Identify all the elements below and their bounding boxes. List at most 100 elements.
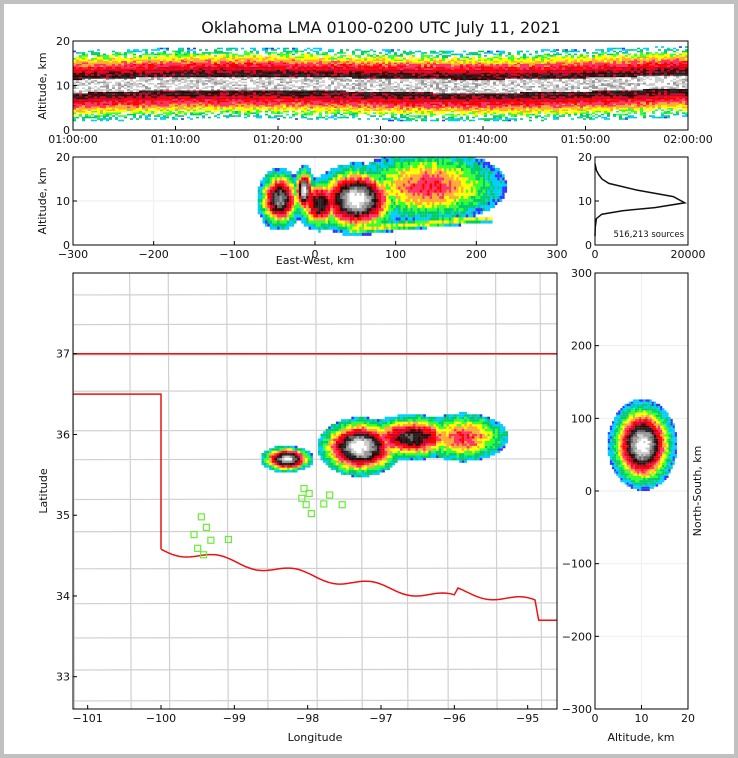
time-height-cell bbox=[313, 47, 316, 50]
time-height-cell bbox=[319, 68, 322, 70]
time-height-cell bbox=[133, 62, 136, 65]
time-height-cell bbox=[253, 78, 256, 81]
time-height-cell bbox=[136, 87, 139, 89]
time-height-cell bbox=[139, 77, 142, 79]
time-height-cell bbox=[388, 93, 391, 95]
time-height-cell bbox=[115, 118, 118, 120]
time-height-cell bbox=[211, 87, 214, 89]
time-height-cell bbox=[400, 104, 403, 107]
time-height-cell bbox=[340, 116, 343, 119]
time-height-cell bbox=[166, 90, 169, 92]
time-height-cell bbox=[202, 106, 205, 109]
time-height-cell bbox=[160, 69, 163, 72]
time-height-cell bbox=[340, 107, 343, 110]
time-height-cell bbox=[163, 118, 166, 120]
time-height-cell bbox=[271, 65, 274, 67]
time-height-cell bbox=[418, 57, 421, 60]
time-height-cell bbox=[400, 113, 403, 116]
time-height-cell bbox=[412, 109, 415, 111]
time-height-cell bbox=[202, 75, 205, 78]
time-height-cell bbox=[418, 77, 421, 79]
time-height-cell bbox=[127, 57, 130, 60]
time-height-cell bbox=[208, 75, 211, 78]
time-height-cell bbox=[415, 63, 418, 66]
time-height-cell bbox=[271, 82, 274, 85]
time-height-cell bbox=[145, 74, 148, 76]
time-height-cell bbox=[193, 104, 196, 107]
time-height-cell bbox=[220, 93, 223, 95]
time-height-cell bbox=[412, 96, 415, 98]
time-height-cell bbox=[283, 77, 286, 79]
time-height-cell bbox=[421, 104, 424, 107]
time-height-cell bbox=[409, 80, 412, 82]
time-height-cell bbox=[232, 96, 235, 98]
time-height-cell bbox=[196, 72, 199, 75]
time-height-cell bbox=[85, 113, 88, 116]
time-height-cell bbox=[277, 60, 280, 63]
time-height-cell bbox=[97, 52, 100, 54]
time-height-cell bbox=[268, 88, 271, 91]
time-height-cell bbox=[277, 78, 280, 81]
time-height-cell bbox=[328, 80, 331, 82]
time-height-cell bbox=[412, 80, 415, 82]
time-height-cell bbox=[184, 109, 187, 111]
time-height-cell bbox=[148, 100, 151, 103]
time-height-cell bbox=[130, 77, 133, 79]
time-height-cell bbox=[133, 57, 136, 60]
time-height-cell bbox=[316, 93, 319, 95]
time-height-cell bbox=[343, 81, 346, 84]
time-height-cell bbox=[385, 106, 388, 109]
time-height-cell bbox=[388, 66, 391, 69]
time-height-cell bbox=[307, 47, 310, 50]
time-height-cell bbox=[319, 53, 322, 56]
time-height-cell bbox=[319, 60, 322, 63]
time-height-cell bbox=[76, 77, 79, 79]
time-height-cell bbox=[364, 71, 367, 73]
time-height-cell bbox=[100, 55, 103, 57]
time-height-cell bbox=[379, 78, 382, 81]
time-height-cell bbox=[319, 116, 322, 119]
time-height-cell bbox=[340, 99, 343, 101]
time-height-cell bbox=[304, 57, 307, 60]
time-height-cell bbox=[133, 85, 136, 88]
time-height-cell bbox=[262, 69, 265, 72]
time-height-cell bbox=[145, 60, 148, 63]
time-height-cell bbox=[163, 75, 166, 78]
time-height-cell bbox=[238, 71, 241, 73]
time-height-cell bbox=[310, 81, 313, 84]
time-height-cell bbox=[379, 60, 382, 63]
time-height-cell bbox=[130, 94, 133, 97]
time-height-cell bbox=[211, 80, 214, 82]
time-height-cell bbox=[88, 80, 91, 82]
time-height-cell bbox=[355, 84, 358, 87]
time-height-cell bbox=[181, 78, 184, 81]
time-height-cell bbox=[211, 52, 214, 54]
time-height-cell bbox=[103, 99, 106, 101]
time-height-cell bbox=[142, 78, 145, 81]
time-height-cell bbox=[289, 59, 292, 62]
time-height-cell bbox=[259, 69, 262, 72]
time-height-cell bbox=[109, 55, 112, 57]
time-height-cell bbox=[379, 63, 382, 66]
time-height-cell bbox=[274, 116, 277, 119]
time-height-cell bbox=[337, 75, 340, 78]
time-height-cell bbox=[337, 56, 340, 59]
time-height-cell bbox=[97, 55, 100, 57]
time-height-cell bbox=[412, 93, 415, 95]
time-height-cell bbox=[115, 110, 118, 113]
time-height-cell bbox=[337, 82, 340, 85]
time-height-cell bbox=[181, 82, 184, 85]
time-height-cell bbox=[343, 90, 346, 92]
time-height-cell bbox=[334, 71, 337, 73]
time-height-cell bbox=[115, 88, 118, 91]
time-height-cell bbox=[211, 62, 214, 65]
time-height-cell bbox=[157, 65, 160, 67]
time-height-cell bbox=[373, 72, 376, 75]
time-height-cell bbox=[283, 104, 286, 107]
time-height-cell bbox=[343, 99, 346, 101]
time-height-cell bbox=[199, 96, 202, 98]
time-height-cell bbox=[265, 59, 268, 62]
time-height-cell bbox=[181, 80, 184, 82]
time-height-cell bbox=[382, 91, 385, 94]
time-height-cell bbox=[253, 49, 256, 51]
